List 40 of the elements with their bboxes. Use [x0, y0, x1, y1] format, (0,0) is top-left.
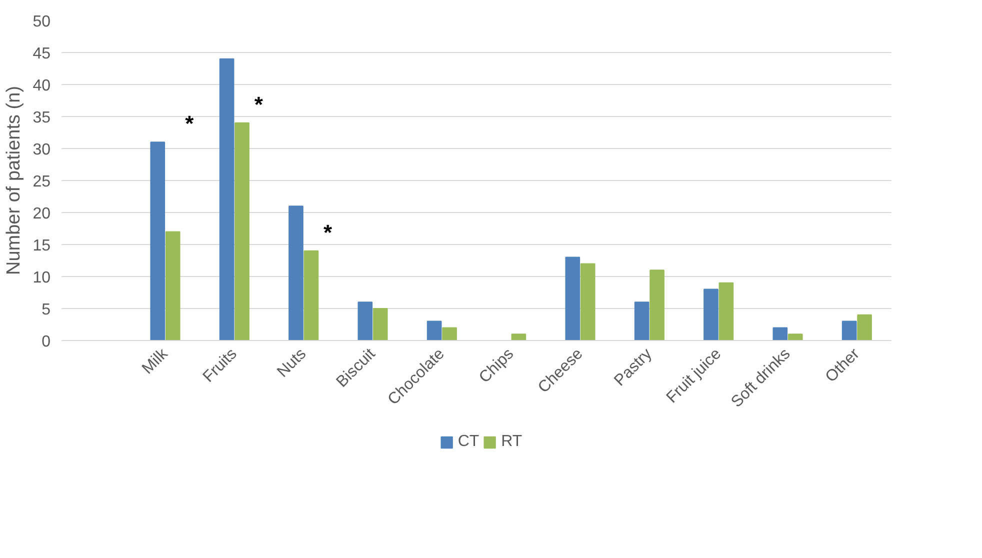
- y-tick-label: 45: [32, 46, 51, 62]
- y-tick-label: 40: [32, 78, 51, 94]
- bar: [426, 320, 442, 340]
- y-tick-label: 30: [32, 142, 51, 158]
- bar: [565, 256, 580, 340]
- bar: [772, 327, 788, 340]
- y-axis-title: Number of patients (n): [4, 86, 25, 276]
- bar: [704, 288, 718, 340]
- bar: [842, 320, 857, 340]
- bar: [304, 250, 319, 340]
- bar: [580, 263, 596, 340]
- annotation: *: [254, 92, 264, 117]
- annotation: *: [185, 111, 194, 136]
- y-tick-label: 10: [32, 270, 51, 286]
- bar: [150, 142, 166, 340]
- x-tick-label: Nuts: [274, 345, 310, 381]
- bar: [511, 334, 526, 340]
- y-tick-label: 20: [32, 206, 51, 222]
- bar: [219, 58, 234, 340]
- y-tick-label: 0: [42, 334, 51, 350]
- bar: [358, 302, 373, 340]
- bar: [634, 302, 650, 340]
- bar: [788, 334, 803, 340]
- bar: [442, 327, 457, 340]
- bar: [372, 308, 388, 340]
- y-tick-label: 15: [32, 238, 51, 254]
- annotation: *: [324, 220, 333, 245]
- legend-label: CT: [458, 432, 480, 450]
- y-tick-label: 50: [32, 14, 51, 30]
- bar: [234, 122, 250, 340]
- bar: [288, 206, 304, 340]
- y-tick-label: 35: [32, 110, 51, 126]
- x-tick-label: Milk: [139, 344, 172, 378]
- bar: [718, 282, 734, 340]
- y-tick-label: 5: [42, 302, 51, 318]
- bar: [857, 314, 872, 340]
- bar: [165, 231, 180, 340]
- y-tick-label: 25: [32, 174, 51, 190]
- legend-label: RT: [501, 432, 522, 450]
- bar: [650, 270, 664, 340]
